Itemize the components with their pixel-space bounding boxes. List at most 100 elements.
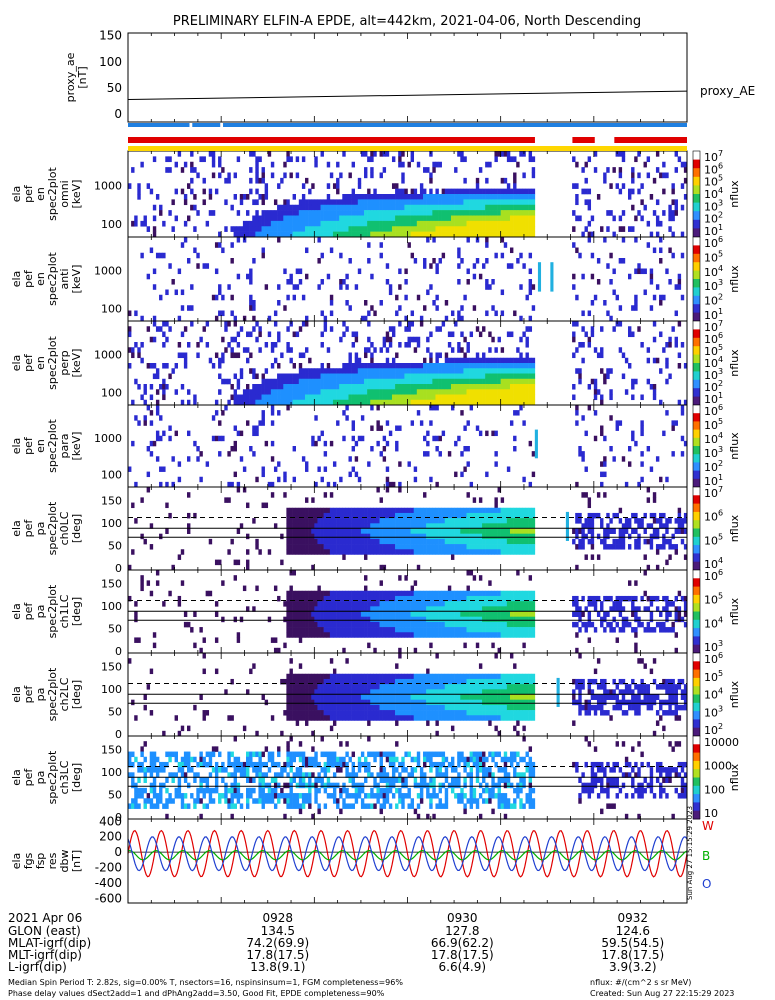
spectrogram-cell [584,621,588,628]
spectrogram-cell [395,440,399,447]
spectrogram-cell [382,590,387,597]
spectrogram-cell [388,289,393,296]
spectrogram-cell [615,294,619,301]
spectrogram-cell [401,627,405,633]
spectrogram-cell [450,199,455,206]
spectrogram-cell [221,616,225,623]
spectrogram-cell [429,373,433,380]
y-tick-label: 1000 [94,179,122,192]
spectrogram-cell [162,252,166,259]
spectrogram-cell [432,590,436,597]
spectrogram-cell [516,226,520,232]
spectrogram-cell [655,167,660,173]
spectrogram-cell [413,231,418,238]
panel-ylabel-line: [keV] [70,265,83,294]
spectrogram-cell [211,161,216,168]
spectrogram-cell [522,476,526,483]
spectrogram-cell [466,533,470,540]
spectrogram-cell [401,538,405,545]
spectrogram-cell [348,305,352,311]
spectrogram-cell [513,399,517,406]
spectrogram-cell [466,368,470,374]
spectrogram-cell [258,389,262,395]
spectrogram-cell [454,368,458,374]
spectrogram-cell [472,368,477,374]
spectrogram-cell [519,357,523,364]
spectrogram-cell [659,476,663,483]
spectrogram-cell [382,456,387,462]
colorbar-label: nflux [728,514,741,542]
spectrogram-cell [435,399,439,406]
spectrogram-cell [364,226,368,232]
spectrogram-cell [305,273,309,280]
spectrogram-cell [575,533,579,540]
spectrogram-cell [525,621,529,628]
spectrogram-cell [348,595,352,602]
y-tick-label: 100 [101,386,122,399]
spectrogram-cell [367,199,371,206]
spectrogram-cell [600,352,604,359]
spectrogram-cell [426,226,430,232]
spectrogram-cell [447,601,452,607]
spectrogram-cell [491,528,495,534]
spectrogram-cell [447,616,452,623]
spectrogram-cell [199,647,203,654]
spectrogram-cell [494,523,498,529]
spectrogram-cell [258,384,262,390]
spectrogram-cell [472,507,477,514]
spectrogram-cell [190,151,194,157]
spectrogram-cell [497,632,501,638]
spectrogram-cell [497,151,501,157]
spectrogram-cell [342,611,346,617]
spectrogram-cell [249,188,253,195]
spectrogram-cell [382,226,387,232]
spectrogram-cell [385,595,390,602]
spectrogram-cell [398,425,402,431]
spectrogram-cell [528,284,533,290]
spectrogram-cell [503,384,508,390]
spectrogram-cell [531,188,536,195]
spectrogram-cell [522,389,526,395]
spectrogram-cell [233,389,237,395]
spectrogram-cell [500,621,505,628]
spectrogram-cell [379,378,383,385]
spectrogram-cell [301,156,306,163]
spectrogram-cell [469,194,474,200]
spectrogram-cell [581,357,585,364]
spectrogram-cell [159,415,163,421]
spectrogram-cell [668,204,672,211]
spectrogram-cell [373,507,377,514]
spectrogram-cell [398,528,402,534]
spectrogram-cell [677,156,682,163]
spectrogram-cell [388,512,393,519]
spectrogram-cell [612,326,616,332]
spectrogram-cell [314,616,318,623]
spectrogram-cell [329,220,334,227]
spectrogram-cell [618,188,623,195]
spectrogram-cell [423,194,427,200]
spectrogram-cell [444,627,449,633]
spectrogram-cell [457,538,461,545]
spectrogram-cell [460,194,464,200]
spectrogram-cell [488,621,492,628]
spectrogram-cell [463,177,467,184]
spectrogram-cell [395,199,399,206]
spectrogram-cell [351,204,356,211]
spectrogram-cell [423,357,427,364]
spectrogram-cell [444,528,449,534]
spectrogram-cell [671,210,675,216]
spectrogram-cell [506,523,511,529]
spectrogram-cell [298,606,303,612]
spectrogram-cell [329,247,334,254]
spectrogram-cell [367,533,371,540]
spectrogram-cell [426,368,430,374]
spectrogram-cell [385,476,390,483]
spectrogram-cell [450,363,455,369]
y-tick-label: 1000 [94,349,122,362]
spectrogram-cell [621,352,626,359]
spectrogram-cell [450,518,455,524]
spectrogram-cell [466,544,470,550]
spectrogram-cell [187,523,191,529]
spectrogram-cell [593,384,598,390]
